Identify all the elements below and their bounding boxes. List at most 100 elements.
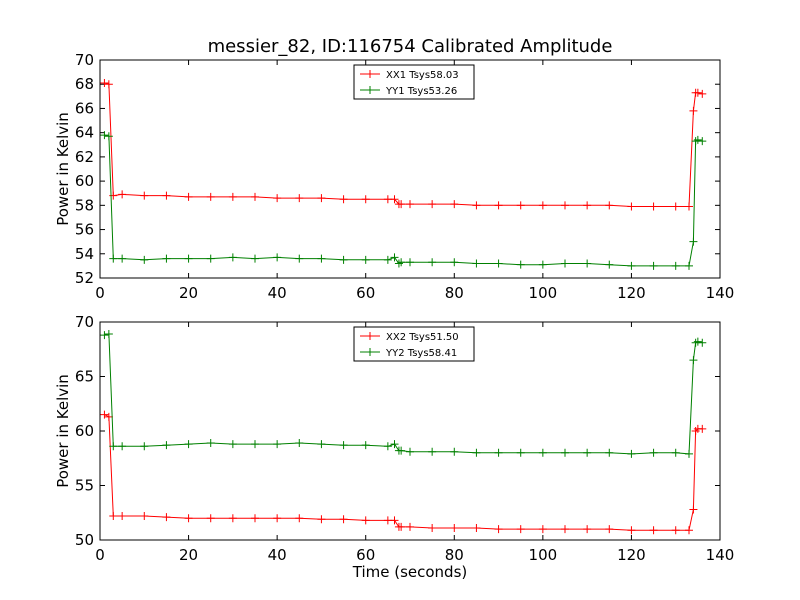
chart-1-series-1-point	[605, 448, 614, 457]
chart-0-legend-marker	[366, 70, 374, 78]
chart-0-series-0	[100, 79, 707, 211]
chart-1-series-0-point	[184, 514, 193, 523]
chart-1-series-1-point	[685, 449, 693, 458]
chart-1-series-1-point	[109, 442, 118, 451]
chart-1-series-0-point	[671, 526, 680, 535]
chart-1-series-0-point	[472, 524, 481, 533]
chart-1-series-1-point	[184, 440, 193, 449]
chart-0-series-0-point	[583, 201, 592, 210]
chart-1-series-1-point	[295, 438, 304, 447]
chart-1-series-1-point	[538, 448, 547, 457]
chart-0-series-1-point	[104, 132, 113, 141]
chart-0-y-tick-label: 60	[75, 172, 94, 190]
chart-1-legend-marker	[366, 332, 374, 340]
chart-0-series-0-point	[295, 194, 304, 203]
chart-0-y-tick-label: 62	[75, 148, 94, 166]
chart-1-legend-label: YY2 Tsys58.41	[385, 348, 457, 359]
chart-1-x-tick-label: 140	[706, 546, 735, 564]
chart-0-series-1-point	[428, 258, 437, 267]
chart-0-series-0-point	[184, 192, 193, 201]
chart-1-series-0-point	[118, 512, 127, 521]
chart-0-series-0-point	[649, 202, 658, 211]
chart-1-series-0-point	[689, 505, 698, 514]
chart-0-series-1-point	[100, 131, 109, 140]
chart-0-x-tick-label: 40	[268, 284, 287, 302]
chart-1-series-0-point	[390, 516, 399, 525]
chart-1-series-0-point	[162, 513, 171, 522]
chart-0-y-tick-label: 66	[75, 99, 94, 117]
chart-0-series-0-point	[698, 89, 707, 98]
chart-1-series-0-point	[228, 514, 237, 523]
chart-1-legend-marker	[366, 348, 374, 356]
chart-0-series-1-point	[140, 255, 149, 264]
chart-0-x-tick-label: 0	[95, 284, 105, 302]
chart-0-legend-label: YY1 Tsys53.26	[385, 86, 457, 97]
chart-0-series-0-point	[450, 200, 459, 209]
chart-1-series-0-point	[339, 515, 348, 524]
chart-1-series-0-point	[605, 525, 614, 534]
chart-1-series-1-point	[140, 442, 149, 451]
chart-0-legend: XX1 Tsys58.03 YY1 Tsys53.26	[353, 64, 475, 100]
chart-1-series-1-point	[397, 446, 406, 455]
chart-0-series-0-point	[317, 194, 326, 203]
chart-0-legend-box	[353, 64, 475, 100]
chart-0-series-0-point	[538, 201, 547, 210]
chart-0-series-1-point	[605, 260, 614, 269]
chart-1-series-0-point	[516, 525, 525, 534]
chart-1-y-tick-label: 50	[75, 531, 94, 549]
chart-1-series-0-point	[397, 522, 406, 531]
chart-1-series-1-point	[561, 448, 569, 457]
chart-1-x-tick-label: 40	[268, 546, 287, 564]
chart-0-series-0-point	[689, 106, 698, 115]
chart-0-series-1-point	[538, 260, 547, 269]
chart-1-series-1-point	[494, 448, 503, 457]
chart-1-series-1-point	[406, 447, 414, 456]
chart-0-series-0-point	[339, 195, 348, 204]
chart-0-series-0-point	[100, 79, 109, 88]
chart-1-series-0-point	[494, 525, 503, 534]
chart-0-y-tick-label: 68	[75, 75, 94, 93]
chart-1-series-0-point	[100, 410, 109, 419]
chart-0-plot-frame	[99, 59, 721, 279]
chart-0-series-1-point	[228, 253, 237, 262]
chart-1-series-1-point	[206, 438, 215, 447]
chart-1-series-0-point	[649, 526, 658, 535]
chart-1-series-1-point	[671, 448, 680, 457]
chart-0-series-1-point	[162, 254, 171, 263]
chart-0-series-1-point	[390, 253, 399, 262]
chart-0-y-tick-label: 64	[75, 124, 94, 142]
chart-1-series-1-point	[390, 440, 399, 449]
chart-0-series-1-point	[109, 254, 118, 263]
chart-0-series-0-point	[140, 191, 149, 200]
chart-1-series-0-point	[104, 412, 113, 421]
chart-0-x-tick-label: 100	[529, 284, 558, 302]
chart-0-series-0-point	[472, 201, 481, 210]
chart-0-x-tick-label: 120	[617, 284, 646, 302]
chart-1-series-1-point	[104, 329, 113, 338]
chart-1-series-1-point	[698, 338, 707, 347]
chart-0-series-1-point	[649, 261, 658, 270]
chart-1-series-1-point	[162, 441, 171, 450]
chart-0-y-tick-label: 54	[75, 245, 94, 263]
chart-0-series-1-point	[693, 135, 702, 144]
chart-0-y-tick-label: 56	[75, 221, 94, 239]
chart-0-x-tick-label: 140	[706, 284, 735, 302]
chart-1-legend-label: XX2 Tsys51.50	[386, 332, 459, 343]
chart-0-series-0-point	[251, 192, 259, 201]
chart-1-series-1-point	[100, 331, 109, 340]
chart-0-series-1-point	[295, 254, 304, 263]
chart-1-x-tick-label: 120	[617, 546, 646, 564]
chart-1-series-1-point	[450, 447, 459, 456]
chart-1-series-0-point	[109, 512, 118, 521]
chart-1-series-1-point	[251, 440, 259, 449]
chart-0-series-1-point	[273, 253, 282, 262]
chart-0-series-1-point	[627, 261, 636, 270]
chart-0-series-1-point	[317, 254, 326, 263]
chart-0-legend-label: XX1 Tsys58.03	[386, 70, 459, 81]
chart-0-series-1-point	[383, 255, 392, 264]
chart-1-legend-box	[353, 326, 475, 362]
chart-0-series-1-point	[406, 258, 414, 267]
chart-0-series-1	[100, 131, 707, 270]
chart-1-series-0	[100, 410, 707, 535]
chart-0-series-0-point	[516, 201, 525, 210]
